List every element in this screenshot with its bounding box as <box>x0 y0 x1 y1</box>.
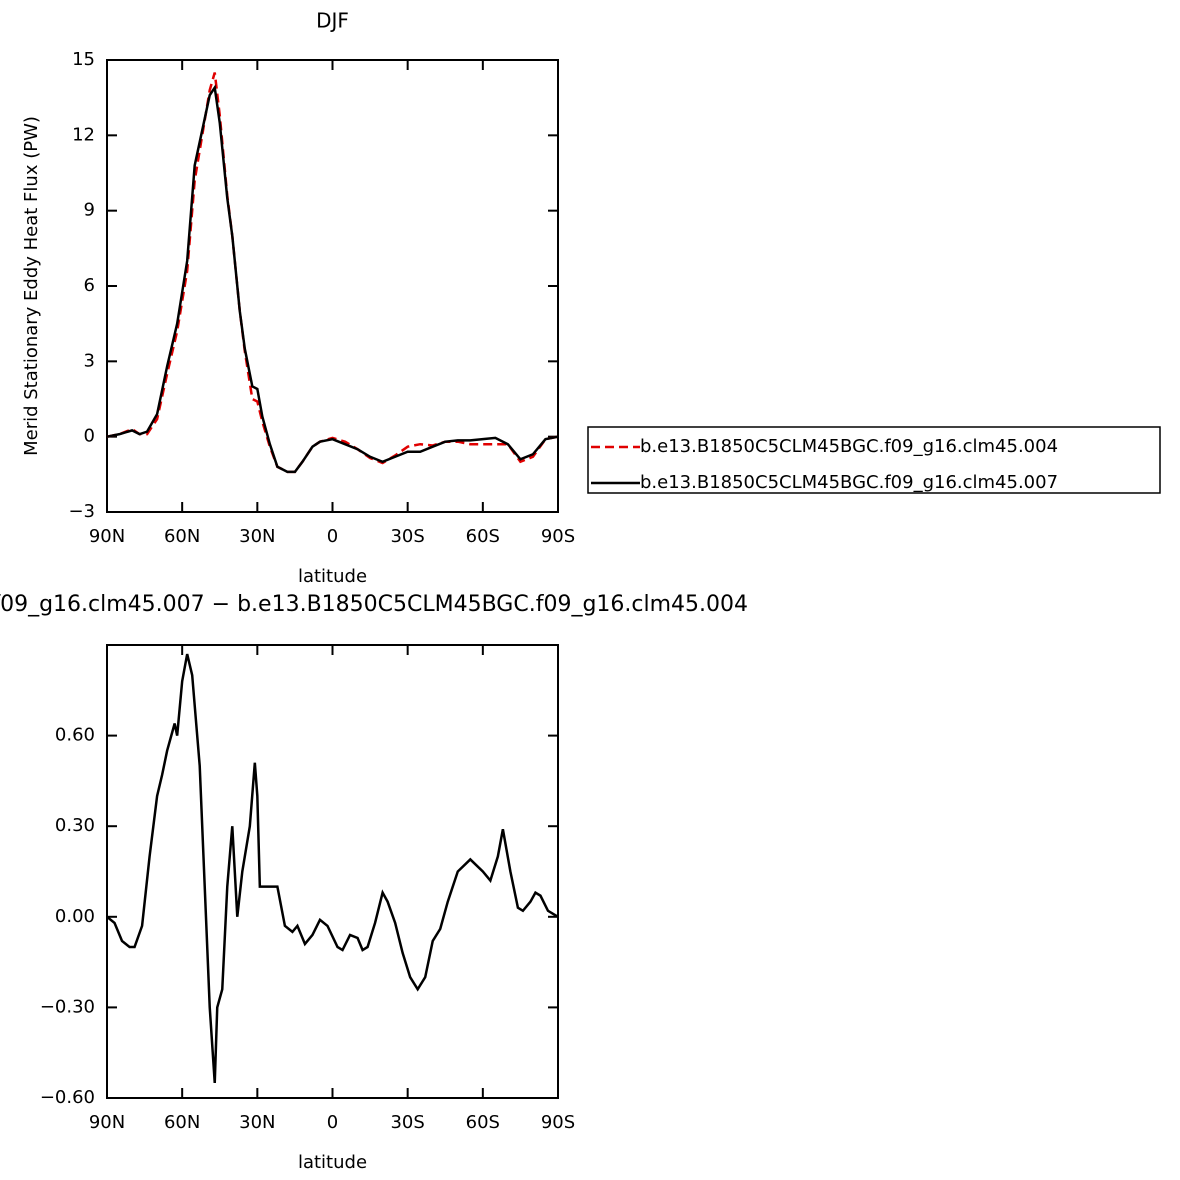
data-line <box>106 84 559 474</box>
x-tick-label: 60N <box>164 1112 200 1133</box>
data-line <box>106 72 559 474</box>
x-tick-label: 90S <box>541 1112 575 1133</box>
x-tick-label: 30S <box>390 526 424 547</box>
y-tick-label: 0 <box>84 426 95 447</box>
legend-label: b.e13.B1850C5CLM45BGC.f09_g16.clm45.007 <box>640 472 1058 493</box>
x-tick-label: 90N <box>89 526 125 547</box>
y-tick-label: 9 <box>84 200 95 221</box>
y-axis-label: Merid Stationary Eddy Heat Flux (PW) <box>21 116 42 456</box>
chart-title: DJF <box>316 9 349 33</box>
y-tick-label: −3 <box>68 501 95 522</box>
x-tick-label: 0 <box>327 526 338 547</box>
x-tick-label: 90S <box>541 526 575 547</box>
chart-title: C.f09_g16.clm45.007 − b.e13.B1850C5CLM45… <box>0 592 748 617</box>
x-tick-label: 30N <box>239 526 275 547</box>
x-tick-label: 60N <box>164 526 200 547</box>
y-tick-label: 3 <box>84 350 95 371</box>
y-tick-label: 0.30 <box>55 815 95 836</box>
y-tick-label: 15 <box>72 49 95 70</box>
x-tick-label: 30S <box>390 1112 424 1133</box>
data-line <box>106 653 559 1083</box>
y-tick-label: −0.60 <box>40 1087 95 1108</box>
x-tick-label: 30N <box>239 1112 275 1133</box>
x-tick-label: 60S <box>466 526 500 547</box>
x-axis-label: latitude <box>298 566 367 587</box>
x-tick-label: 90N <box>89 1112 125 1133</box>
legend-label: b.e13.B1850C5CLM45BGC.f09_g16.clm45.004 <box>640 436 1058 457</box>
y-tick-label: 6 <box>84 275 95 296</box>
y-tick-label: 12 <box>72 124 95 145</box>
y-tick-label: 0.60 <box>55 725 95 746</box>
x-tick-label: 60S <box>466 1112 500 1133</box>
plot-frame <box>106 644 559 1099</box>
x-tick-label: 0 <box>327 1112 338 1133</box>
y-tick-label: 0.00 <box>55 906 95 927</box>
x-axis-label: latitude <box>298 1152 367 1173</box>
y-tick-label: −0.30 <box>40 996 95 1017</box>
legend-box <box>587 426 1161 494</box>
